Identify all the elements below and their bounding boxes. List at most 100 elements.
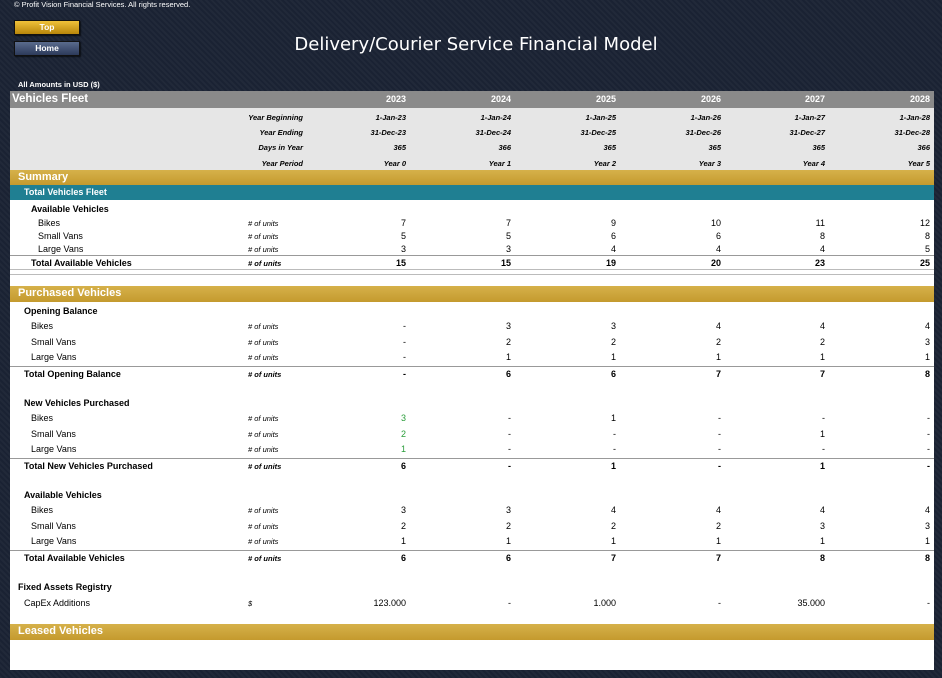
data-row: Small Vans # of units 5 5 6 6 8 8 xyxy=(10,229,934,244)
period-row: Year Beginning 1-Jan-23 1-Jan-24 1-Jan-25 1-… xyxy=(10,110,934,125)
row-label: CapEx Additions xyxy=(24,598,91,608)
year-header: 2026 xyxy=(700,94,721,104)
value-cell: 15 xyxy=(395,258,406,268)
value-cell: 1 xyxy=(610,461,616,471)
value-cell: 1 xyxy=(400,444,406,454)
value-cell: 7 xyxy=(715,369,721,379)
value-cell: 2 xyxy=(819,336,825,347)
year-header: 2025 xyxy=(595,94,616,104)
value-cell: 7 xyxy=(610,553,616,563)
data-row: Large Vans # of units 1 - - - - - xyxy=(10,442,934,457)
row-label: Large Vans xyxy=(31,352,77,362)
page-title: Delivery/Courier Service Financial Model xyxy=(294,34,658,55)
value-cell: 5 xyxy=(505,231,511,241)
unit-label: # of units xyxy=(248,554,282,563)
unit-label: # of units xyxy=(248,353,279,362)
value-cell: 7 xyxy=(400,218,406,228)
period-value: Year 3 xyxy=(698,159,721,168)
data-row: CapEx Additions $123.000 - 1.000 - 35.000 - xyxy=(10,596,934,611)
data-row: Small Vans # of units 2 - - - 1 - xyxy=(10,427,934,442)
group-title: Opening Balance xyxy=(24,306,98,316)
value-cell: 5 xyxy=(924,244,930,254)
top-button[interactable]: Top xyxy=(14,20,80,35)
data-row: Bikes # of units - 3 3 4 4 4 xyxy=(10,319,934,334)
value-cell: 1 xyxy=(505,536,511,546)
leased-header: Leased Vehicles xyxy=(10,624,934,640)
period-value: 31-Dec-25 xyxy=(580,128,616,137)
unit-label: # of units xyxy=(248,429,279,439)
value-cell: 1 xyxy=(819,536,825,546)
group-title: New Vehicles Purchased xyxy=(24,398,130,408)
year-header: 2024 xyxy=(490,94,511,104)
period-value: Year 4 xyxy=(802,159,825,168)
value-cell: - xyxy=(822,413,825,423)
value-cell: 6 xyxy=(610,231,616,241)
value-cell: - xyxy=(403,369,406,379)
value-cell: 1 xyxy=(610,413,616,423)
value-cell: 35.000 xyxy=(797,598,825,608)
value-cell: 3 xyxy=(924,336,930,347)
value-cell: 8 xyxy=(924,231,930,241)
value-cell: - xyxy=(613,428,616,439)
period-label: Year Beginning xyxy=(248,113,303,122)
total-row: Total Available Vehicles # of units 6 6 7 7 8 8 xyxy=(10,550,934,566)
value-cell: - xyxy=(403,352,406,362)
value-cell: - xyxy=(927,413,930,423)
group-title: Available Vehicles xyxy=(31,204,109,214)
value-cell: - xyxy=(613,444,616,454)
period-value: Year 2 xyxy=(593,159,616,168)
unit-label: # of units xyxy=(248,537,279,546)
data-row: Large Vans # of units - 1 1 1 1 1 xyxy=(10,350,934,365)
period-value: 365 xyxy=(708,143,721,152)
group-row: Fixed Assets Registry xyxy=(10,580,934,595)
value-cell: 1 xyxy=(819,461,825,471)
value-cell: 6 xyxy=(505,369,511,379)
value-cell: 4 xyxy=(819,244,825,254)
data-row: Small Vans # of units 2 2 2 2 3 3 xyxy=(10,519,934,534)
row-label: Small Vans xyxy=(31,336,76,347)
period-value: Year 0 xyxy=(383,159,406,168)
section-title: Vehicles Fleet xyxy=(12,93,89,105)
value-cell: 15 xyxy=(500,258,511,268)
value-cell: 2 xyxy=(400,428,406,439)
unit-label: # of units xyxy=(248,370,282,379)
row-label: Bikes xyxy=(38,218,61,228)
row-label: Total New Vehicles Purchased xyxy=(24,461,153,471)
row-label: Small Vans xyxy=(38,231,83,241)
value-cell: - xyxy=(718,444,721,454)
value-cell: 2 xyxy=(505,336,511,347)
value-cell: - xyxy=(718,461,721,471)
period-value: 1-Jan-23 xyxy=(375,113,406,122)
value-cell: 7 xyxy=(505,218,511,228)
home-button[interactable]: Home xyxy=(14,41,80,56)
data-row: Bikes # of units 3 3 4 4 4 4 xyxy=(10,503,934,518)
value-cell: 1 xyxy=(924,536,930,546)
value-cell: 4 xyxy=(819,321,825,331)
value-cell: 3 xyxy=(819,520,825,531)
section-title: Purchased Vehicles xyxy=(18,287,122,299)
value-cell: 8 xyxy=(924,553,930,563)
value-cell: 6 xyxy=(715,231,721,241)
value-cell: 1 xyxy=(610,352,616,362)
value-cell: 23 xyxy=(814,258,825,268)
value-cell: 3 xyxy=(505,321,511,331)
value-cell: 6 xyxy=(400,553,406,563)
value-cell: - xyxy=(403,321,406,331)
value-cell: 1 xyxy=(819,428,825,439)
value-cell: 7 xyxy=(819,369,825,379)
unit-label: # of units xyxy=(248,414,279,423)
value-cell: 2 xyxy=(610,336,616,347)
period-row: Year Ending 31-Dec-23 31-Dec-24 31-Dec-25 31… xyxy=(10,125,934,140)
period-value: Year 1 xyxy=(488,159,511,168)
value-cell: 6 xyxy=(505,553,511,563)
value-cell: 6 xyxy=(400,461,406,471)
value-cell: 1 xyxy=(400,536,406,546)
row-label: Large Vans xyxy=(38,244,84,254)
year-header: 2028 xyxy=(909,94,930,104)
year-header: 2023 xyxy=(385,94,406,104)
summary-header: Summary xyxy=(10,170,934,185)
period-value: 366 xyxy=(498,143,511,152)
value-cell: 4 xyxy=(924,505,930,515)
value-cell: - xyxy=(718,413,721,423)
row-label: Small Vans xyxy=(31,428,76,439)
